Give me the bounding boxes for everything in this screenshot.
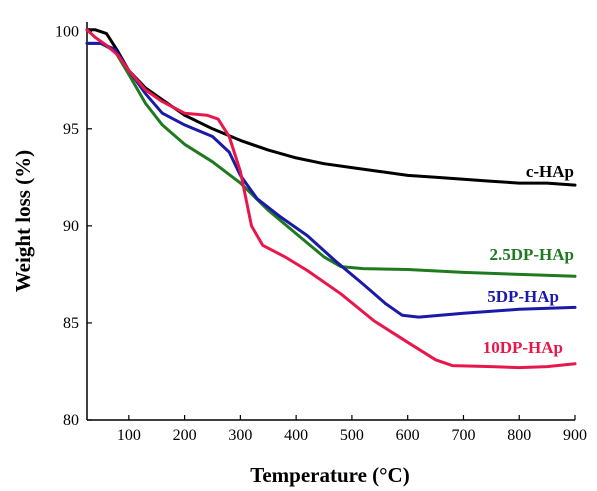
x-tick-label: 900: [563, 427, 587, 444]
series-label-2-5dp-hap: 2.5DP-HAp: [489, 245, 574, 264]
x-tick-label: 700: [451, 427, 475, 444]
y-tick-label: 100: [55, 24, 79, 41]
y-tick-label: 85: [63, 315, 79, 332]
y-axis-title: Weight loss (%): [11, 150, 35, 292]
series-label-c-hap: c-HAp: [526, 162, 574, 181]
x-tick-label: 500: [340, 427, 364, 444]
x-axis-title: Temperature (°C): [250, 463, 409, 487]
x-tick-label: 200: [173, 427, 197, 444]
series-label-10dp-hap: 10DP-HAp: [483, 338, 563, 357]
x-tick-label: 300: [228, 427, 252, 444]
series-line-c-hap: [85, 28, 577, 187]
series-lines: [85, 28, 577, 370]
y-tick-label: 95: [63, 121, 79, 138]
x-tick-label: 100: [117, 427, 141, 444]
series-label-5dp-hap: 5DP-HAp: [487, 287, 559, 306]
series-line-5dp-hap: [85, 41, 577, 319]
x-tick-label: 400: [284, 427, 308, 444]
ticks: [87, 31, 576, 421]
series-labels: c-HAp 2.5DP-HAp 5DP-HAp 10DP-HAp: [483, 162, 574, 357]
x-tick-label: 600: [396, 427, 420, 444]
y-tick-label: 80: [63, 412, 79, 429]
x-tick-label: 800: [507, 427, 531, 444]
series-line-2-5dp-hap: [85, 41, 577, 278]
axes: [86, 22, 575, 421]
y-tick-label: 90: [63, 218, 79, 235]
series-line-10dp-hap: [85, 28, 577, 370]
tick-labels: 100 200 300 400 500 600 700 800 900 80 85 90 95 100: [55, 24, 587, 444]
